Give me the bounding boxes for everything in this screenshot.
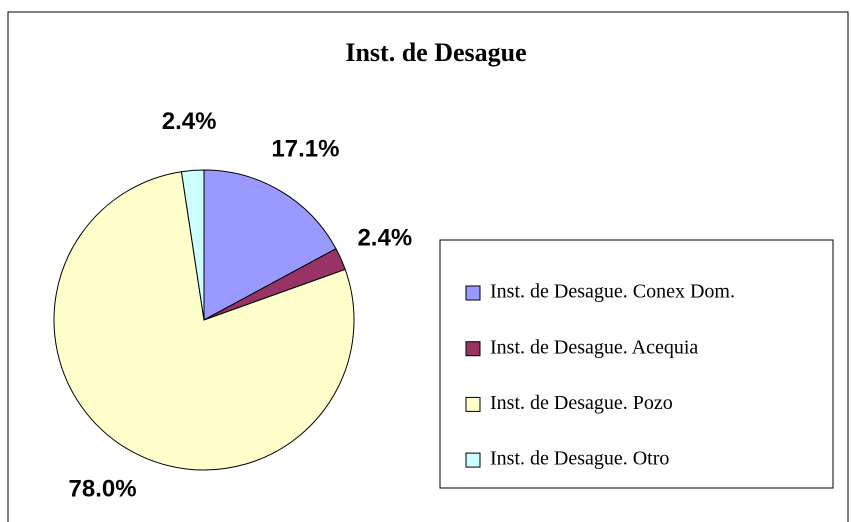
data-label: 2.4%: [357, 225, 412, 252]
legend-label: Inst. de Desague. Conex Dom.: [490, 281, 735, 303]
chart-title: Inst. de Desague: [345, 38, 526, 67]
legend-label: Inst. de Desague. Otro: [490, 448, 669, 470]
legend-label: Inst. de Desague. Pozo: [490, 392, 673, 414]
pie-slice: [203, 169, 337, 321]
pie-slice: [53, 171, 355, 471]
data-label: 78.0%: [69, 475, 137, 502]
legend-swatch: [465, 452, 481, 468]
pie-slice: [180, 169, 205, 321]
legend-label: Inst. de Desague. Acequia: [490, 336, 698, 358]
data-label: 17.1%: [271, 135, 339, 162]
data-label: 2.4%: [162, 108, 217, 135]
legend-swatch: [465, 285, 481, 301]
legend-swatch: [465, 341, 481, 357]
legend-box: [439, 239, 834, 489]
legend-swatch: [465, 396, 481, 412]
